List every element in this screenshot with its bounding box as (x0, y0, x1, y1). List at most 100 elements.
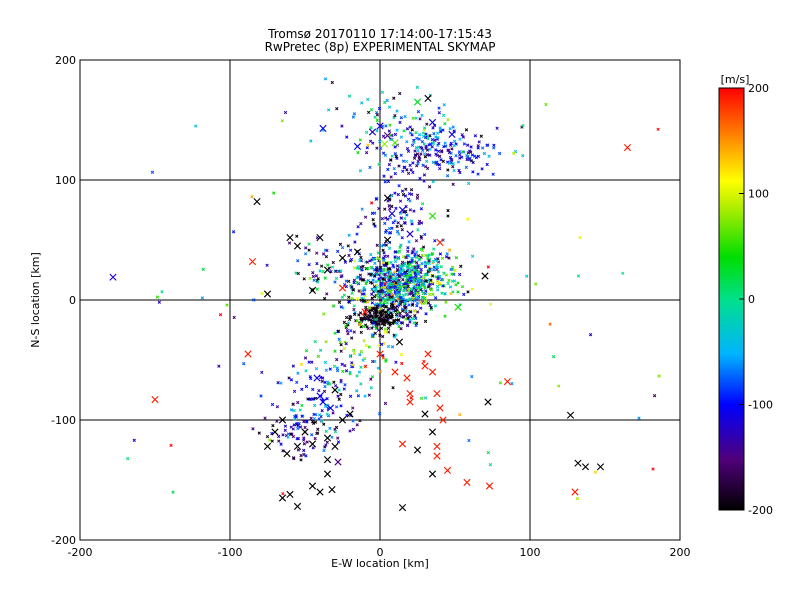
data-point (588, 333, 593, 337)
data-point (291, 427, 295, 431)
data-point (313, 396, 318, 401)
data-point (377, 322, 381, 327)
data-point (392, 116, 396, 120)
data-point (364, 305, 368, 310)
data-point (469, 145, 473, 149)
data-point (415, 85, 420, 89)
data-point (311, 420, 315, 424)
data-point-large (308, 482, 317, 490)
data-point (388, 207, 392, 211)
data-point (437, 111, 441, 115)
data-point (324, 368, 328, 372)
data-point (289, 378, 294, 382)
data-point (281, 433, 285, 437)
data-point (217, 364, 221, 368)
data-point (361, 358, 365, 362)
data-point (388, 275, 392, 279)
data-point (358, 138, 362, 142)
data-point (369, 272, 373, 277)
data-point (343, 383, 347, 387)
data-point (437, 141, 441, 146)
data-point (432, 265, 436, 269)
data-point (394, 281, 398, 285)
data-point (335, 107, 339, 111)
data-point (296, 426, 300, 431)
data-point (437, 106, 441, 110)
data-point (279, 381, 283, 385)
data-point (407, 192, 412, 196)
data-point (370, 375, 375, 379)
data-point-large (566, 411, 575, 419)
data-point (299, 458, 303, 462)
data-point (419, 152, 423, 156)
data-point (447, 150, 452, 155)
data-point (294, 271, 298, 275)
data-point (339, 392, 343, 397)
data-point-large (353, 142, 362, 150)
data-point (292, 457, 296, 461)
data-point (416, 148, 420, 153)
data-point (387, 246, 392, 250)
data-point (316, 280, 320, 284)
data-point (403, 194, 408, 198)
data-point (415, 310, 420, 314)
data-point (325, 412, 329, 416)
data-point (415, 291, 420, 296)
data-point (404, 187, 408, 191)
data-point (362, 299, 366, 303)
data-point (369, 377, 373, 381)
data-point (448, 127, 452, 131)
data-point (459, 264, 463, 268)
data-point (382, 341, 386, 346)
data-point (411, 250, 415, 254)
data-point (336, 249, 340, 254)
data-point (330, 80, 334, 85)
data-point (366, 143, 370, 147)
data-point (368, 165, 372, 170)
data-point (339, 404, 343, 408)
data-point (363, 394, 367, 398)
data-point (362, 339, 366, 343)
data-point (454, 256, 459, 260)
data-point (469, 150, 473, 154)
data-point-large (380, 140, 389, 148)
data-point (250, 194, 254, 199)
data-point (283, 428, 287, 432)
data-point (368, 259, 372, 263)
data-point (406, 278, 410, 283)
data-point (298, 425, 303, 429)
data-point (462, 292, 466, 297)
data-point (576, 274, 581, 278)
data-point (322, 448, 326, 453)
data-point (361, 264, 365, 269)
data-point (393, 114, 397, 118)
data-point (435, 131, 440, 135)
data-point (367, 110, 371, 115)
data-point (367, 345, 371, 349)
data-point (408, 273, 413, 277)
data-point (369, 252, 373, 257)
data-point (412, 156, 417, 160)
data-point (316, 427, 320, 431)
data-point (423, 273, 427, 277)
data-point (466, 217, 470, 221)
data-point (377, 106, 382, 111)
data-point (286, 432, 291, 436)
data-point (430, 145, 434, 149)
data-point (304, 349, 309, 353)
data-point (394, 312, 399, 317)
data-point (340, 245, 345, 250)
data-point (389, 298, 393, 302)
data-point (327, 382, 332, 386)
data-point-large (263, 290, 272, 298)
data-point (413, 153, 418, 157)
data-point (405, 127, 410, 131)
data-point (369, 126, 373, 130)
data-point (299, 453, 303, 458)
data-point-large (433, 390, 441, 398)
data-point (411, 317, 415, 321)
data-point (557, 384, 561, 388)
data-point (337, 397, 341, 401)
data-point (417, 133, 422, 137)
data-point (332, 364, 337, 369)
